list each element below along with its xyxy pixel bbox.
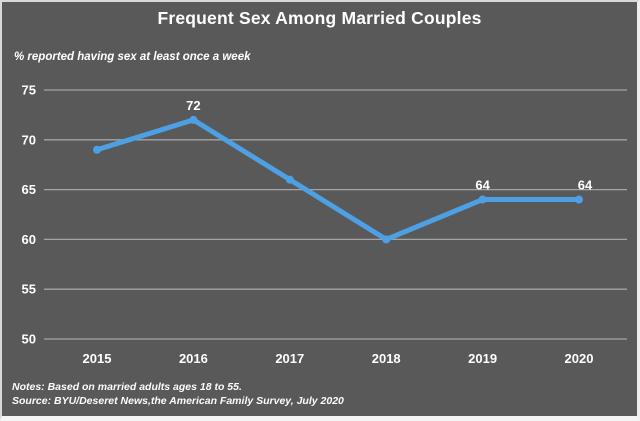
x-tick-label: 2020 [565,351,594,366]
y-tick-label: 75 [22,83,36,98]
chart-subtitle: % reported having sex at least once a we… [14,51,251,63]
x-tick-label: 2016 [179,351,208,366]
x-tick-label: 2018 [372,351,401,366]
chart-source: Source: BYU/Deseret News,the American Fa… [12,395,344,407]
y-tick-label: 50 [22,332,36,347]
data-point-marker [93,145,101,154]
data-point-marker [189,115,198,124]
x-tick-label: 2015 [83,351,112,366]
y-tick-label: 70 [22,132,36,147]
data-label: 64 [475,178,490,193]
data-label: 64 [578,178,593,193]
data-point-marker [285,175,294,184]
data-point-marker [575,195,583,204]
x-tick-label: 2017 [275,351,304,366]
y-tick-label: 55 [22,282,36,297]
y-tick-label: 60 [22,232,36,247]
data-point-marker [382,235,391,244]
chart-title: Frequent Sex Among Married Couples [157,8,482,28]
line-chart-canvas: 75 70 65 60 55 50 2015 2016 2017 2018 2019 2020 72 64… [22,83,627,366]
chart-notes: Notes: Based on married adults ages 18 t… [12,381,242,393]
x-tick-label: 2019 [468,351,497,366]
data-label: 72 [186,98,200,113]
line-series [94,117,582,242]
y-tick-label: 65 [22,182,36,197]
data-point-marker [478,195,487,204]
